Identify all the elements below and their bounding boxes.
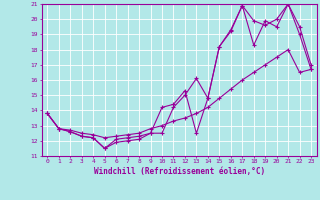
X-axis label: Windchill (Refroidissement éolien,°C): Windchill (Refroidissement éolien,°C)	[94, 167, 265, 176]
